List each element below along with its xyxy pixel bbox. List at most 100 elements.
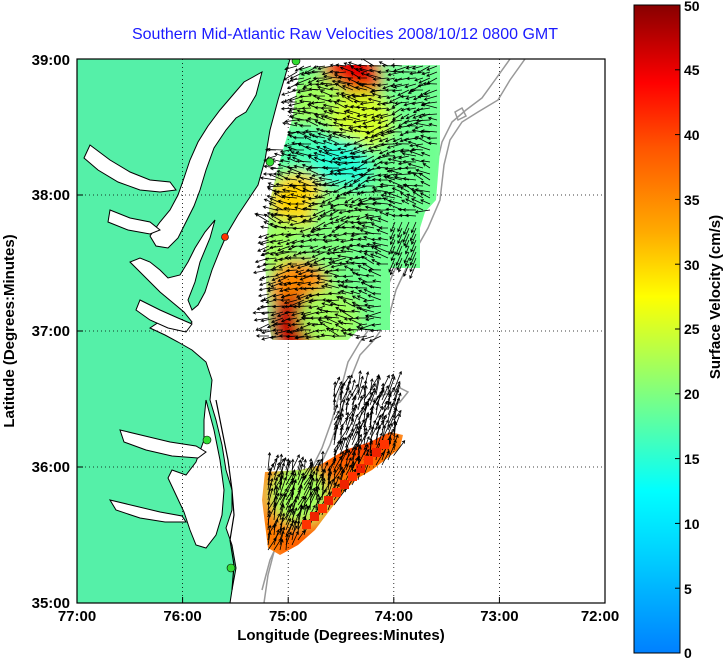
velocity-arrow <box>333 415 340 431</box>
velocity-arrow <box>411 65 424 70</box>
velocity-arrow <box>317 263 333 271</box>
velocity-arrow <box>287 256 305 260</box>
velocity-arrow <box>283 287 298 292</box>
velocity-arrow <box>299 214 312 219</box>
velocity-arrow <box>340 249 354 253</box>
velocity-arrow <box>401 199 410 205</box>
velocity-arrow <box>402 177 417 181</box>
colorbar-ticks <box>675 4 680 654</box>
velocity-arrow <box>333 404 339 416</box>
velocity-arrow <box>345 457 352 471</box>
velocity-arrow <box>379 184 389 189</box>
velocity-arrow <box>269 239 284 244</box>
velocity-arrow <box>364 135 375 140</box>
velocity-arrow <box>345 434 351 446</box>
velocity-arrow <box>392 113 403 121</box>
velocity-arrow <box>415 136 431 145</box>
velocity-arrow <box>363 249 375 254</box>
velocity-arrow <box>370 246 382 253</box>
velocity-arrow <box>314 182 326 187</box>
velocity-arrow <box>366 305 382 309</box>
velocity-arrow <box>267 467 272 486</box>
velocity-arrow <box>405 198 417 205</box>
velocity-arrow <box>320 284 333 289</box>
velocity-arrow <box>375 375 381 396</box>
velocity-arrow <box>409 251 417 266</box>
velocity-arrow <box>358 322 368 327</box>
velocity-arrow <box>388 257 396 273</box>
colorbar-tick-label: 30 <box>684 257 700 273</box>
velocity-arrow <box>369 328 382 333</box>
velocity-arrow <box>348 332 361 337</box>
velocity-arrow <box>290 263 305 269</box>
velocity-arrow <box>409 245 417 262</box>
velocity-arrow <box>356 295 368 301</box>
velocity-arrow <box>401 152 417 157</box>
velocity-arrow <box>297 459 302 471</box>
velocity-arrow <box>357 221 375 226</box>
velocity-arrow <box>339 321 354 326</box>
velocity-arrow <box>375 432 383 451</box>
velocity-arrow <box>291 239 305 245</box>
velocity-arrow <box>321 480 332 496</box>
velocity-arrow <box>258 275 270 281</box>
velocity-arrow <box>267 281 277 286</box>
velocity-arrow <box>314 195 326 199</box>
velocity-arrow <box>333 448 337 466</box>
velocity-arrow <box>357 445 362 461</box>
y-tick-label: 35:00 <box>32 595 70 612</box>
velocity-arrow <box>393 370 402 391</box>
velocity-arrow <box>348 179 361 187</box>
velocity-arrow <box>387 192 403 199</box>
velocity-arrow <box>263 164 277 169</box>
velocity-arrow <box>288 101 305 107</box>
velocity-arrow <box>399 192 410 199</box>
velocity-arrow <box>397 245 403 256</box>
velocity-arrow <box>254 257 270 264</box>
velocity-arrow <box>271 275 284 282</box>
velocity-arrow <box>273 152 284 157</box>
velocity-arrow <box>387 422 393 436</box>
velocity-arrow <box>307 196 319 201</box>
velocity-arrow <box>258 287 270 292</box>
velocity-arrow <box>420 199 431 205</box>
velocity-arrow <box>397 89 410 96</box>
velocity-arrow <box>411 233 417 245</box>
velocity-arrow <box>324 189 340 194</box>
velocity-arrow <box>334 313 347 319</box>
colorbar <box>633 4 681 654</box>
velocity-arrow <box>357 420 362 441</box>
velocity-arrow <box>364 303 375 307</box>
velocity-arrow <box>336 79 354 85</box>
grid-cell <box>324 496 333 505</box>
velocity-arrow <box>300 256 312 261</box>
velocity-arrow <box>285 533 289 551</box>
velocity-arrow <box>333 410 340 421</box>
velocity-arrow <box>273 192 284 199</box>
velocity-arrow <box>404 213 417 218</box>
velocity-arrow <box>377 95 389 99</box>
velocity-arrow <box>329 110 347 115</box>
x-tick-label: 74:00 <box>375 608 413 625</box>
velocity-arrow <box>310 101 326 105</box>
grid-cell <box>364 456 373 465</box>
velocity-arrow <box>315 233 326 237</box>
velocity-arrow <box>347 327 361 332</box>
velocity-arrow <box>285 480 294 496</box>
velocity-arrow <box>304 129 319 133</box>
velocity-arrow <box>332 233 347 238</box>
velocity-arrow <box>299 94 312 99</box>
velocity-arrow <box>344 104 354 109</box>
velocity-arrow <box>352 167 368 172</box>
velocity-arrow <box>363 252 375 259</box>
velocity-arrow <box>345 389 352 401</box>
velocity-arrow <box>253 269 270 275</box>
velocity-vectors <box>252 59 438 551</box>
velocity-arrow <box>281 188 298 193</box>
velocity-arrow <box>309 491 313 511</box>
velocity-arrow <box>371 189 382 194</box>
x-tick-label: 75:00 <box>269 608 307 625</box>
velocity-arrow <box>262 205 277 211</box>
velocity-arrow <box>353 173 368 183</box>
velocity-arrow <box>260 317 277 323</box>
